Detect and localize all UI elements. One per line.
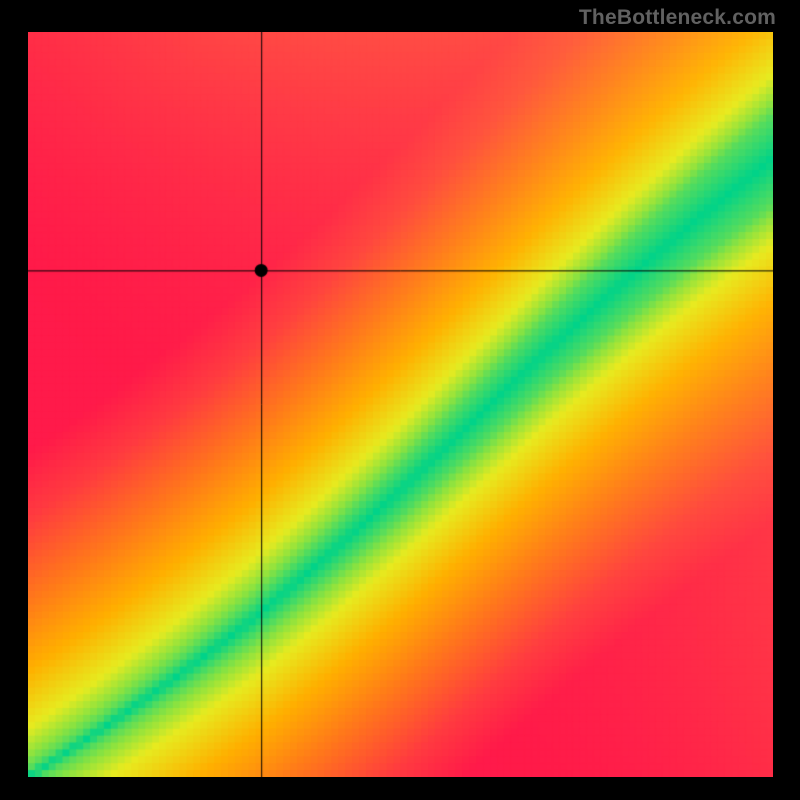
bottleneck-heatmap <box>28 32 773 777</box>
watermark-label: TheBottleneck.com <box>579 6 776 30</box>
chart-container: TheBottleneck.com <box>0 0 800 800</box>
